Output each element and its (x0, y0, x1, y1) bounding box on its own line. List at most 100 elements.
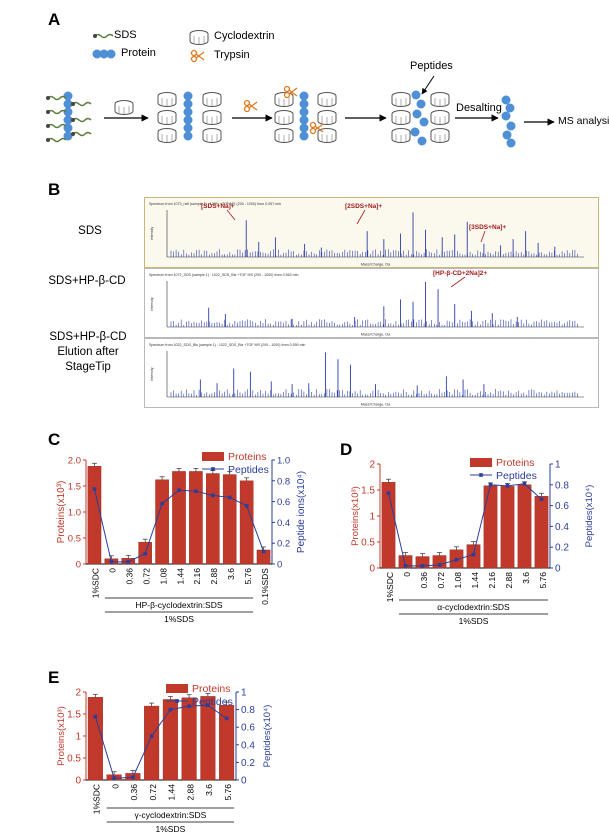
right-tick-label: 0.6 (277, 497, 290, 508)
group-label: γ-cyclodextrin:SDS (134, 810, 206, 820)
ms-annotation-arrow (356, 209, 366, 225)
left-axis-label: Proteins(x10³) (56, 481, 67, 544)
peptides-point (93, 714, 98, 719)
ms-spectrum-sds-cd-plot: Spectrum from 1072_SDS (sample 1) : 1022… (149, 270, 584, 337)
peptides-point (227, 495, 232, 500)
protein-bar (500, 486, 515, 569)
protein-bar (483, 485, 498, 569)
category-tick-label: 1.08 (158, 568, 168, 585)
ms-spectrum-sds: Spectrum from 1073_raft (sample 1) : 100… (144, 197, 599, 268)
peptides-point (109, 560, 114, 564)
category-tick-label: 3.6 (226, 568, 236, 580)
left-tick-label: 0.5 (361, 538, 375, 549)
ms-analysis-label: MS analysis (558, 115, 609, 127)
left-tick-label: 0 (76, 560, 81, 571)
ms-row-label-2: SDS+HP-β-CD (48, 275, 126, 287)
ms-x-label: Mass/Charge, Da (361, 333, 391, 337)
right-tick-label: 0.2 (555, 543, 569, 554)
peptides-point (194, 489, 198, 493)
right-tick-label: 0.2 (277, 539, 290, 550)
panel-d-letter: D (340, 440, 353, 459)
right-axis-label: Peptides(x10⁴) (262, 705, 273, 768)
right-tick-label: 0.6 (555, 501, 569, 512)
category-tick-label: 0.72 (148, 784, 158, 801)
peptides-group (391, 90, 450, 146)
category-tick-label: 1.44 (175, 568, 185, 585)
protein-bar (155, 479, 169, 565)
left-tick-label: 2 (75, 688, 81, 699)
right-tick-label: 0.6 (241, 723, 255, 734)
peptides-point (539, 497, 544, 502)
left-tick-label: 0 (369, 564, 375, 575)
peptides-point (92, 487, 97, 491)
legend-proteins-label: Proteins (228, 452, 267, 463)
chart-c: 00.51.01.52.000.20.40.60.81.0Proteins(x1… (56, 452, 307, 622)
category-tick-label: 0 (108, 568, 118, 573)
category-tick-label: 0.72 (141, 568, 151, 585)
left-tick-label: 2.0 (68, 456, 81, 467)
panel-a-letter: A (48, 10, 61, 29)
protein-bar (162, 699, 178, 781)
outer-group-label: 1%SDS (459, 616, 489, 626)
sds-legend-icon (92, 33, 114, 39)
right-tick-label: 0 (241, 776, 247, 787)
right-tick-label: 0.4 (555, 522, 569, 533)
protein-bar (172, 471, 186, 565)
right-tick-label: 1 (555, 460, 561, 471)
category-tick-label: 2.88 (209, 568, 219, 585)
ms-spectrum-sds-plot: Spectrum from 1073_raft (sample 1) : 100… (149, 202, 584, 267)
category-tick-label: 5.76 (223, 784, 233, 801)
legend-peptides-marker (479, 473, 483, 477)
peptides-point (211, 493, 215, 498)
sds-protein-complex (45, 91, 92, 143)
category-tick-label: 0.1%SDS (260, 568, 270, 605)
right-tick-label: 1 (241, 688, 247, 699)
protein-bar (517, 484, 532, 569)
trypsin-legend-label: Trypsin (214, 49, 250, 61)
peptides-point (454, 557, 459, 562)
left-tick-label: 2 (369, 460, 375, 471)
protein-bar (87, 466, 102, 565)
legend-proteins-swatch (470, 458, 492, 467)
protein-bar (222, 474, 237, 565)
legend-proteins-label: Proteins (192, 684, 231, 695)
protein-legend-label: Protein (121, 47, 156, 59)
left-tick-label: 0.5 (68, 534, 81, 545)
ms-baseline-peaks (170, 249, 578, 257)
protein-bar (200, 696, 216, 781)
peptides-point (471, 552, 476, 557)
right-tick-label: 0.8 (555, 480, 569, 491)
category-tick-label: 0 (402, 572, 412, 577)
desalted-peptides (501, 95, 516, 148)
right-tick-label: 0.8 (277, 476, 290, 487)
category-tick-label: 3.6 (521, 572, 531, 584)
peptides-point (168, 707, 173, 712)
category-tick-label: 3.6 (204, 784, 214, 796)
category-tick-label: 0.36 (129, 784, 139, 801)
legend-peptides-label: Peptides (192, 696, 233, 708)
left-axis-label: Proteins(x10³) (350, 486, 361, 546)
category-tick-label: 0.72 (436, 572, 446, 589)
legend-proteins-swatch (166, 684, 188, 693)
category-tick-label: 1.08 (453, 572, 463, 589)
peptides-label: Peptides (410, 60, 453, 72)
group-label: HP-β-cyclodextrin:SDS (135, 600, 222, 610)
left-tick-label: 1.5 (68, 482, 81, 493)
cd-complex-group-1 (157, 91, 222, 143)
protein-bar (381, 482, 396, 569)
peptides-point (187, 704, 191, 708)
peptides-point (131, 775, 135, 780)
ms-baseline-peaks (170, 389, 578, 397)
ms-header-text: Spectrum from 1072_SDS (sample 1) : 1022… (149, 273, 298, 277)
sds-legend-label: SDS (114, 29, 137, 41)
ms-x-label: Mass/Charge, Da (361, 263, 391, 267)
desalting-label: Desalting (456, 102, 502, 114)
ms-annotation-arrow (480, 230, 486, 243)
peptides-point (126, 560, 131, 564)
right-tick-label: 0.4 (277, 518, 290, 529)
ms-annotation-arrow (226, 209, 236, 221)
cyclodextrin-legend-icon (189, 30, 209, 45)
category-tick-label: 0 (110, 784, 120, 789)
legend-peptides-marker (211, 467, 215, 471)
peptides-point (206, 703, 210, 707)
